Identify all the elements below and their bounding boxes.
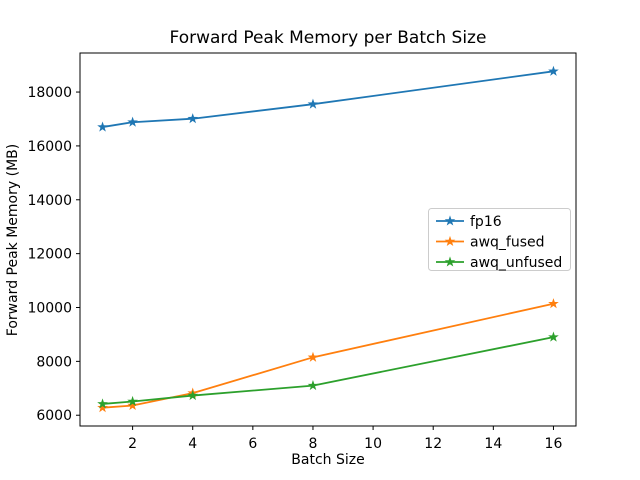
x-tick-label: 8	[309, 436, 318, 452]
series-marker-fp16	[307, 98, 319, 109]
x-tick-label: 2	[128, 436, 137, 452]
series-marker-awq_unfused	[97, 398, 108, 409]
series-marker-fp16	[97, 121, 108, 132]
series-marker-awq_fused	[97, 402, 108, 413]
x-tick-label: 4	[188, 436, 197, 452]
series-marker-awq_unfused	[548, 331, 559, 342]
series-marker-fp16	[127, 116, 138, 127]
y-tick-label: 8000	[36, 354, 72, 370]
y-tick-label: 6000	[36, 408, 72, 424]
x-tick-label: 14	[484, 436, 502, 452]
series-line-fp16	[102, 70, 554, 128]
y-axis-label: Forward Peak Memory (MB)	[5, 144, 21, 336]
legend-swatch-marker-fp16	[444, 215, 456, 226]
chart-title: Forward Peak Memory per Batch Size	[170, 28, 487, 48]
series-marker-awq_fused	[127, 399, 138, 411]
legend-label-awq_fused: awq_fused	[470, 235, 545, 251]
series-marker-awq_unfused	[307, 380, 319, 391]
x-tick-label: 16	[545, 436, 563, 452]
y-tick-label: 12000	[27, 247, 72, 263]
series-marker-fp16	[548, 65, 559, 76]
plot-border	[79, 52, 577, 427]
x-tick-label: 6	[248, 436, 257, 452]
legend: fp16 awq_fused awq_unfused	[428, 208, 571, 271]
y-tick-label: 18000	[27, 85, 72, 101]
series-marker-awq_unfused	[127, 395, 138, 407]
series-line-awq_fused	[102, 302, 554, 409]
series-marker-awq_fused	[307, 351, 319, 362]
y-tick-label: 14000	[27, 193, 72, 209]
y-tick-label: 10000	[27, 301, 72, 317]
legend-swatch-marker-awq_unfused	[444, 256, 456, 267]
x-tick-label: 10	[364, 436, 382, 452]
x-axis-label: Batch Size	[291, 452, 364, 468]
legend-swatch-marker-awq_fused	[444, 235, 456, 247]
plot-area: 2 4 6 8 10 12 14 16 6000 8000 10000 12000 14000 16000…	[27, 52, 577, 452]
legend-frame	[428, 208, 571, 271]
series-marker-fp16	[187, 113, 199, 124]
legend-label-fp16: fp16	[470, 214, 502, 230]
series-line-awq_unfused	[102, 336, 554, 405]
y-tick-label: 16000	[27, 139, 72, 155]
legend-label-awq_unfused: awq_unfused	[470, 255, 562, 271]
x-tick-label: 12	[424, 436, 442, 452]
series-marker-awq_fused	[548, 298, 559, 309]
series-marker-awq_unfused	[187, 389, 199, 401]
